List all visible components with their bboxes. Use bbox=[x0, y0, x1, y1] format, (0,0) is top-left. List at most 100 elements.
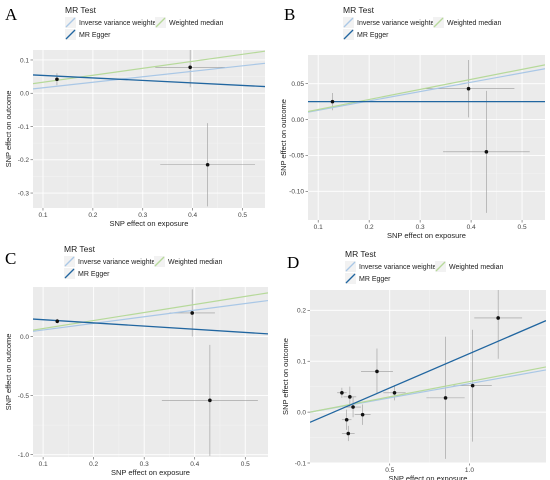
panel-b: B MR Test Inverse variance weighted Weighte… bbox=[279, 5, 545, 240]
tick-label-y: 0.00 bbox=[291, 117, 304, 124]
legend-swatch-wmedian bbox=[154, 256, 165, 267]
regression-line-egger bbox=[33, 318, 268, 335]
legend-swatch-ivw bbox=[343, 17, 354, 28]
legend: MR Test Inverse variance weighted Weighted… bbox=[343, 5, 501, 40]
tick-label-y: 0.0 bbox=[297, 409, 306, 416]
tick-label-x: 0.5 bbox=[241, 461, 250, 468]
panel-letter: A bbox=[5, 5, 18, 24]
data-point bbox=[392, 390, 397, 395]
tick-label-x: 0.3 bbox=[138, 212, 147, 219]
legend-label-egger: MR Egger bbox=[359, 276, 391, 283]
data-point bbox=[188, 65, 192, 70]
legend-label-egger: MR Egger bbox=[357, 32, 389, 39]
data-point bbox=[55, 77, 59, 82]
x-axis-title: SNP effect on exposure bbox=[111, 468, 190, 477]
minor-grid bbox=[310, 290, 546, 463]
tick-label-x: 0.5 bbox=[238, 212, 247, 219]
data-point bbox=[346, 431, 351, 436]
y-axis-title: SNP effect on outcome bbox=[281, 338, 290, 415]
tick-label-y: 0.1 bbox=[20, 57, 29, 64]
legend-title: MR Test bbox=[343, 5, 375, 15]
legend-swatch-egger bbox=[343, 29, 354, 40]
data-layer bbox=[310, 290, 546, 459]
legend-label-ivw: Inverse variance weighted bbox=[357, 20, 438, 27]
tick-label-x: 0.1 bbox=[39, 461, 48, 468]
tick-label-y: -0.2 bbox=[18, 157, 30, 164]
data-point bbox=[55, 319, 60, 324]
minor-grid bbox=[33, 287, 268, 457]
tick-label-x: 0.3 bbox=[140, 461, 149, 468]
regression-line-ivw bbox=[308, 68, 545, 113]
legend-swatch-wmedian bbox=[155, 17, 166, 28]
y-axis: -0.1 0.0 0.1 0.2 bbox=[295, 308, 546, 467]
x-axis: 0.1 0.2 0.3 0.4 0.5 bbox=[38, 50, 247, 219]
tick-label-y: 0.0 bbox=[20, 334, 29, 341]
x-axis: 0.1 0.2 0.3 0.4 0.5 bbox=[39, 287, 250, 468]
tick-label-y: 0.1 bbox=[297, 359, 306, 366]
legend-label-ivw: Inverse variance weighted bbox=[79, 20, 160, 27]
tick-label-x: 0.4 bbox=[188, 212, 197, 219]
legend-title: MR Test bbox=[64, 244, 96, 254]
regression-line-ivw bbox=[33, 299, 268, 332]
legend-label-egger: MR Egger bbox=[79, 32, 111, 39]
legend-swatch-egger bbox=[64, 268, 75, 279]
tick-label-y: 0.2 bbox=[297, 308, 306, 315]
data-point bbox=[360, 412, 365, 417]
legend-swatch-wmedian bbox=[435, 261, 446, 272]
legend-title: MR Test bbox=[345, 249, 377, 259]
legend-label-wmedian: Weighted median bbox=[169, 20, 223, 27]
tick-label-x: 0.2 bbox=[88, 212, 97, 219]
legend: MR Test Inverse variance weighted Weighted… bbox=[65, 5, 223, 40]
regression-line-wmedian bbox=[33, 50, 265, 85]
legend-swatch-wmedian bbox=[433, 17, 444, 28]
x-axis-title: SNP effect on exposure bbox=[110, 219, 189, 228]
legend-swatch-egger bbox=[65, 29, 76, 40]
legend-swatch-ivw bbox=[345, 261, 356, 272]
data-point bbox=[330, 99, 335, 104]
y-axis: -0.10 -0.05 0.00 0.05 bbox=[289, 81, 545, 196]
tick-label-x: 1.0 bbox=[465, 467, 474, 474]
legend-swatch-ivw bbox=[64, 256, 75, 267]
tick-label-x: 0.1 bbox=[38, 212, 47, 219]
tick-label-y: 0.05 bbox=[291, 81, 304, 88]
minor-grid bbox=[33, 50, 265, 208]
y-axis-title: SNP effect on outcome bbox=[4, 334, 13, 411]
tick-label-x: 0.2 bbox=[365, 224, 374, 231]
tick-label-x: 0.5 bbox=[385, 467, 394, 474]
tick-label-y: -0.10 bbox=[289, 189, 304, 196]
data-point bbox=[344, 417, 349, 422]
panel-c: C MR Test Inverse variance weighted Weighte… bbox=[4, 244, 268, 477]
data-point bbox=[484, 150, 489, 154]
legend: MR Test Inverse variance weighted Weighted… bbox=[64, 244, 222, 279]
data-layer bbox=[33, 289, 268, 456]
panel-a: A MR Test Inverse variance weighted Weighte… bbox=[4, 5, 265, 228]
data-point bbox=[375, 369, 379, 374]
legend-title: MR Test bbox=[65, 5, 97, 15]
data-point bbox=[208, 398, 212, 403]
data-point bbox=[340, 390, 344, 395]
data-point bbox=[443, 396, 448, 400]
tick-label-x: 0.3 bbox=[416, 224, 425, 231]
tick-label-x: 0.5 bbox=[518, 224, 527, 231]
legend-label-ivw: Inverse variance weighted bbox=[78, 259, 159, 266]
legend: MR Test Inverse variance weighted Weighted… bbox=[345, 249, 503, 284]
data-layer bbox=[308, 60, 545, 213]
regression-line-wmedian bbox=[308, 64, 545, 113]
tick-label-x: 0.1 bbox=[314, 224, 323, 231]
regression-line-wmedian bbox=[310, 366, 546, 413]
regression-line-egger bbox=[310, 320, 546, 423]
tick-label-y: -0.1 bbox=[18, 124, 30, 131]
tick-label-x: 0.4 bbox=[467, 224, 476, 231]
tick-label-y: 0.0 bbox=[20, 91, 29, 98]
regression-line-egger bbox=[33, 74, 265, 88]
legend-label-egger: MR Egger bbox=[78, 271, 110, 278]
legend-label-ivw: Inverse variance weighted bbox=[359, 264, 440, 271]
y-axis-title: SNP effect on outcome bbox=[279, 99, 288, 176]
data-point bbox=[466, 86, 471, 91]
tick-label-y: -0.5 bbox=[18, 393, 30, 400]
tick-label-x: 0.4 bbox=[190, 461, 199, 468]
x-axis-title: SNP effect on exposure bbox=[387, 231, 466, 240]
legend-swatch-ivw bbox=[65, 17, 76, 28]
data-point bbox=[348, 395, 352, 399]
